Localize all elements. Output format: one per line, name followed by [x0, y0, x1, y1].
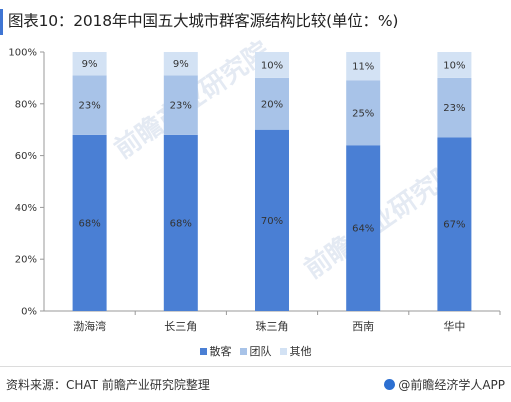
bar-segment	[346, 145, 381, 311]
y-tick-label: 40%	[15, 203, 37, 214]
bar-segment	[163, 52, 198, 76]
title-bar: 图表10：2018年中国五大城市群客源结构比较(单位：%)	[0, 0, 511, 40]
data-label: 25%	[352, 108, 374, 119]
bar-segment	[72, 134, 107, 311]
data-label: 68%	[170, 218, 192, 229]
brand-credit: @前瞻经济学人APP	[384, 376, 505, 393]
legend-item: 团队	[239, 343, 272, 359]
footer-divider	[0, 366, 511, 367]
footer: 资料来源：CHAT 前瞻产业研究院整理 @前瞻经济学人APP	[0, 366, 511, 402]
bar-segment	[255, 52, 289, 78]
legend: 散客 团队 其他	[0, 343, 511, 359]
data-label: 11%	[352, 62, 374, 73]
y-tick-label: 100%	[8, 48, 37, 59]
bar-segment	[72, 52, 107, 76]
y-tick-label: 20%	[15, 255, 37, 266]
legend-label: 散客	[209, 345, 232, 358]
bar-segment	[437, 77, 472, 138]
data-label: 20%	[261, 99, 283, 110]
x-tick-label: 珠三角	[256, 319, 289, 333]
legend-swatch	[279, 348, 287, 355]
data-label: 70%	[261, 216, 283, 227]
x-tick-label: 西南	[352, 320, 374, 333]
title-accent-bar	[0, 9, 3, 35]
brand-label: @前瞻经济学人APP	[398, 378, 505, 392]
y-tick-label: 80%	[15, 99, 37, 110]
y-tick-label: 60%	[15, 151, 37, 162]
brand-logo-icon	[384, 379, 396, 390]
x-tick-label: 渤海湾	[73, 319, 106, 333]
legend-item: 散客	[199, 343, 232, 359]
data-label: 9%	[173, 59, 189, 70]
data-label: 23%	[78, 101, 100, 112]
bar-segment	[346, 80, 381, 146]
x-tick-label: 长三角	[164, 320, 197, 333]
bar-segment	[346, 52, 381, 81]
legend-swatch	[239, 348, 247, 355]
x-tick-label: 华中	[443, 319, 465, 333]
legend-item: 其他	[279, 343, 312, 359]
data-label: 67%	[443, 220, 465, 231]
bar-segment	[437, 137, 472, 311]
bar-segment	[163, 75, 198, 135]
data-label: 10%	[443, 60, 465, 71]
bar-segment	[255, 129, 289, 311]
source-note: 资料来源：CHAT 前瞻产业研究院整理	[6, 378, 210, 392]
bar-segment	[163, 134, 198, 311]
bar-segment	[255, 77, 289, 130]
data-label: 10%	[261, 60, 283, 71]
y-tick-label: 0%	[21, 307, 37, 318]
chart-title: 图表10：2018年中国五大城市群客源结构比较(单位：%)	[8, 12, 399, 30]
data-label: 68%	[78, 218, 100, 229]
legend-swatch	[199, 348, 207, 355]
data-label: 23%	[170, 101, 192, 112]
data-label: 64%	[352, 224, 374, 235]
legend-label: 团队	[249, 345, 272, 358]
bar-segment	[437, 52, 472, 78]
legend-label: 其他	[289, 345, 312, 358]
data-label: 23%	[443, 103, 465, 114]
stacked-bar-chart: 0% 20% 40% 60% 80% 100% 68% 23% 9% 渤海湾 68% 23% 9% 长三角…	[8, 48, 501, 333]
bar-segment	[72, 75, 107, 135]
data-label: 9%	[82, 59, 98, 70]
